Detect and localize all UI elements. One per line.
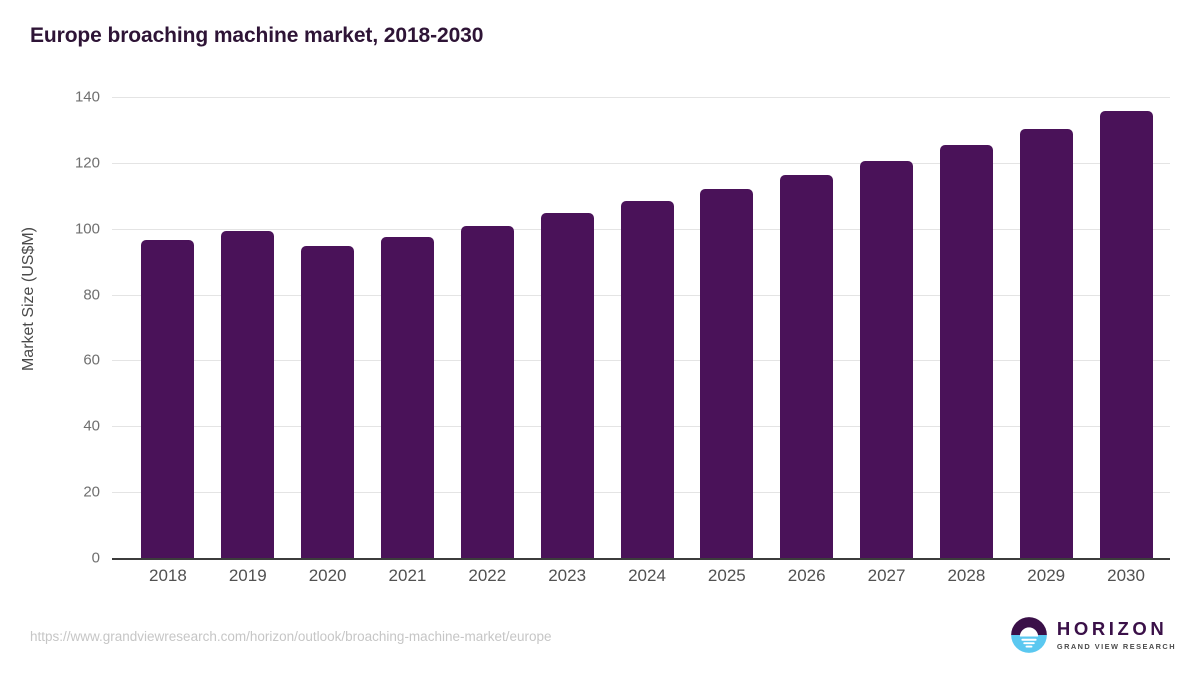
y-tick-label: 20 [83,483,100,501]
x-tick-label: 2030 [1107,566,1145,585]
bar[interactable] [221,231,275,558]
y-axis-ticks: 0 20 40 60 80 100 120 140 [0,0,100,675]
bar-column[interactable] [1019,97,1073,558]
bar-column[interactable] [221,97,275,558]
x-tick-label: 2019 [228,566,267,585]
bar[interactable] [1099,111,1153,558]
x-tick-label: 2028 [947,566,986,585]
horizon-sunrise-icon [1011,617,1047,653]
bar-column[interactable] [540,97,594,558]
bar-series [112,97,1170,558]
x-tick-label: 2022 [468,566,507,585]
bar-column[interactable] [700,97,754,558]
logo-subtitle: GRAND VIEW RESEARCH [1056,641,1176,651]
x-tick-label: 2025 [707,566,746,585]
x-tick-label: 2018 [149,566,187,585]
bar[interactable] [700,188,754,558]
y-tick-label: 60 [83,351,100,369]
y-tick-label: 80 [83,286,100,304]
bar[interactable] [141,240,195,558]
bar[interactable] [1019,128,1073,558]
bar[interactable] [939,145,993,558]
x-tick-label: 2023 [548,566,587,585]
bar-column[interactable] [380,97,434,558]
x-tick-label: 2026 [787,566,826,585]
gridline [112,162,1170,164]
bar[interactable] [380,236,434,558]
bar-column[interactable] [780,97,834,558]
bar-column[interactable] [301,97,355,558]
y-tick-label: 0 [91,549,100,567]
logo-wordmark: HORIZON GRAND VIEW RESEARCH [1057,620,1176,650]
logo-word: HORIZON [1056,618,1168,640]
bar[interactable] [540,213,594,558]
bar-column[interactable] [860,97,914,558]
x-axis-line [112,558,1170,560]
x-axis-ticks: 2018 2019 2020 2021 2022 2023 2024 2025 2026 2027… [112,566,1170,596]
bar-column[interactable] [939,97,993,558]
bar-column[interactable] [1099,97,1153,558]
y-tick-label: 100 [74,220,100,238]
bar[interactable] [860,160,914,558]
page-title: Europe broaching machine market, 2018-20… [30,24,484,47]
gridline [112,97,1170,98]
bar[interactable] [780,175,834,558]
y-tick-label: 40 [83,417,100,435]
bar-column[interactable] [620,97,674,558]
source-url[interactable]: https://www.grandviewresearch.com/horizo… [30,629,552,644]
x-tick-label: 2027 [867,566,906,585]
bar-column[interactable] [460,97,514,558]
bar[interactable] [301,246,355,558]
x-tick-label: 2024 [628,566,666,585]
x-tick-label: 2021 [388,566,427,585]
horizon-logo: HORIZON GRAND VIEW RESEARCH [1010,616,1176,654]
bar[interactable] [620,201,674,558]
y-tick-label: 120 [74,154,100,172]
x-tick-label: 2020 [308,566,347,585]
bar-column[interactable] [141,97,195,558]
bar[interactable] [460,225,514,558]
y-tick-label: 140 [74,88,100,106]
x-tick-label: 2029 [1027,566,1066,585]
